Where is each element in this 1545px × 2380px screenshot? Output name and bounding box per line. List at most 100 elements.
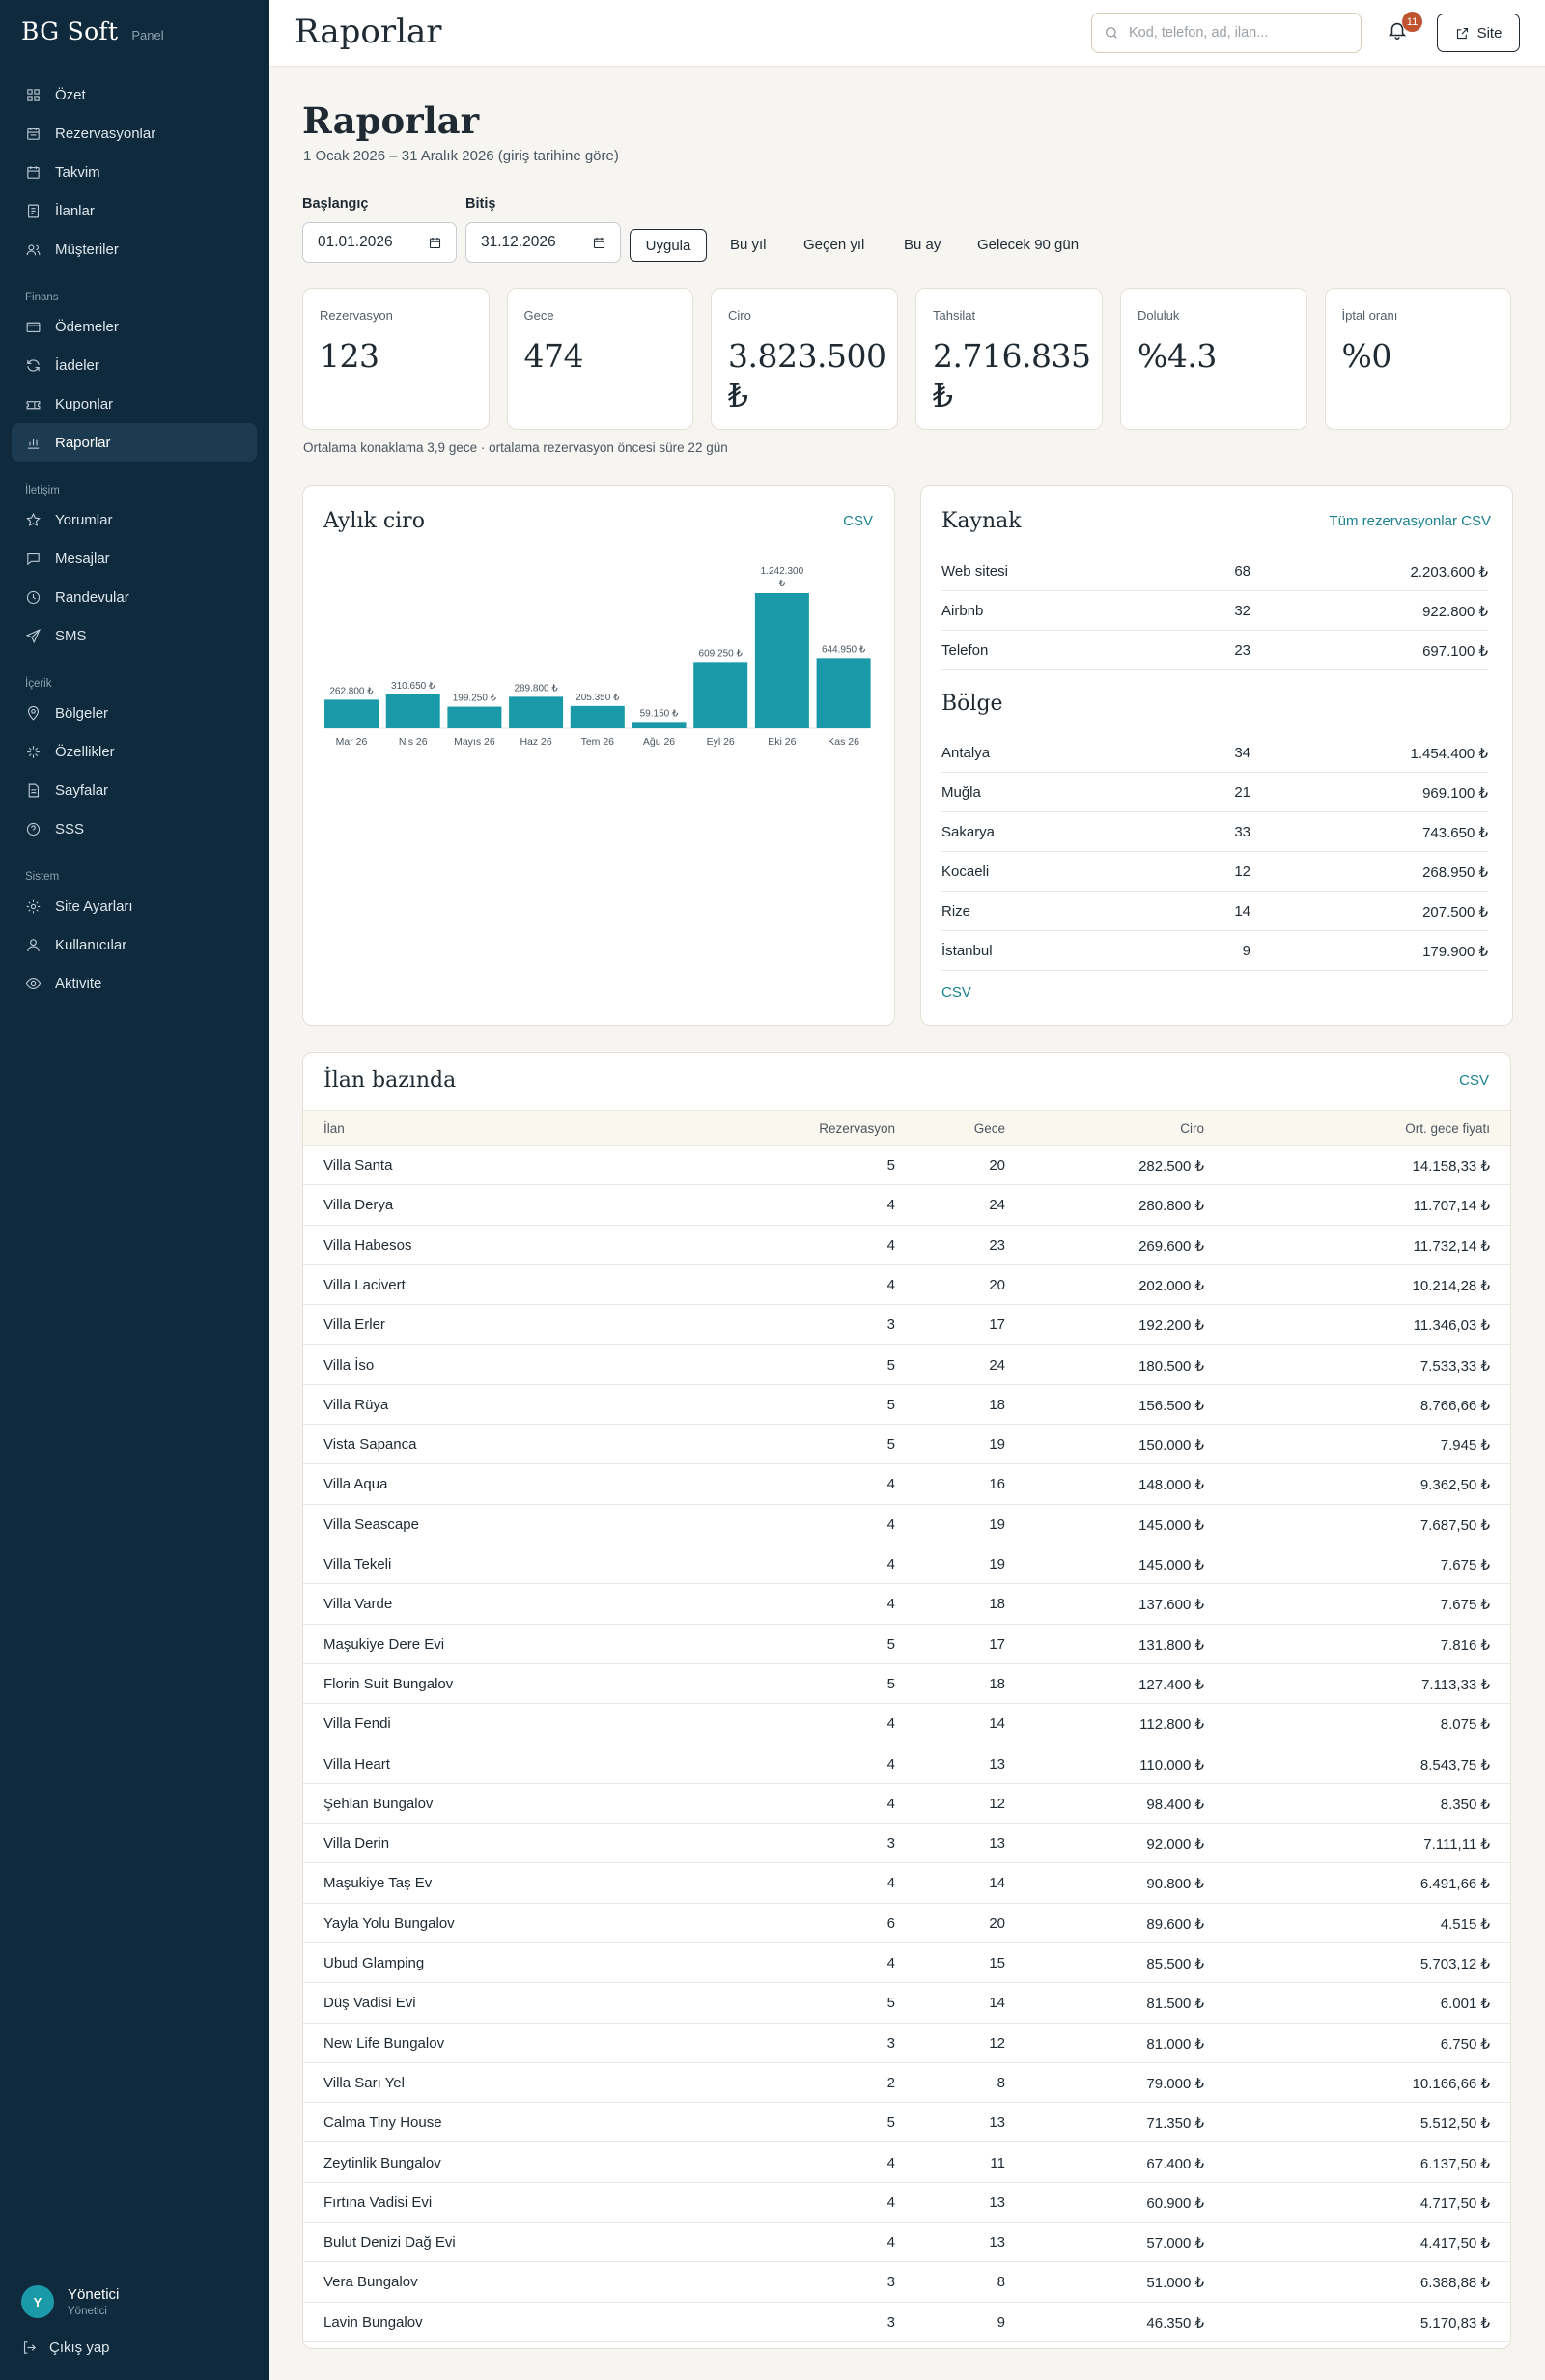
table-row[interactable]: Villa Fendi 4 14 112.800 ₺ 8.075 ₺: [303, 1704, 1510, 1744]
table-row[interactable]: Villa Santa 5 20 282.500 ₺ 14.158,33 ₺: [303, 1146, 1510, 1186]
col-listing[interactable]: İlan: [323, 1121, 345, 1136]
table-row[interactable]: Bulut Denizi Dağ Evi 4 13 57.000 ₺ 4.417,50 …: [303, 2223, 1510, 2263]
table-row[interactable]: Şehlan Bungalov 4 12 98.400 ₺ 8.350 ₺: [303, 1784, 1510, 1825]
chart-bar[interactable]: [324, 699, 379, 728]
sidebar-nav: Özet Rezervasyonlar Takvim İlanlar Müşterile…: [12, 75, 257, 1003]
table-row[interactable]: Düş Vadisi Evi 5 14 81.500 ₺ 6.001 ₺: [303, 1983, 1510, 2024]
sidebar-item-kuponlar[interactable]: Kuponlar: [12, 384, 257, 423]
sidebar-item-mesajlar[interactable]: Mesajlar: [12, 539, 257, 578]
sidebar-item-label: SSS: [55, 820, 85, 837]
chart-bar[interactable]: [754, 593, 809, 728]
table-row[interactable]: Villa Tekeli 4 19 145.000 ₺ 7.675 ₺: [303, 1544, 1510, 1585]
search-box[interactable]: [1091, 13, 1362, 53]
table-row[interactable]: Villa Derin 3 13 92.000 ₺ 7.111,11 ₺: [303, 1824, 1510, 1864]
search-input[interactable]: [1129, 25, 1351, 41]
brand[interactable]: BG Soft Panel: [21, 17, 164, 45]
cell-revenue: 127.400 ₺: [1138, 1676, 1204, 1693]
quick-this-year[interactable]: Bu yıl: [730, 237, 767, 253]
cell-reservations: 4: [886, 1755, 895, 1772]
sidebar-item-raporlar[interactable]: Raporlar: [12, 423, 257, 462]
table-row[interactable]: Villa Rüya 5 18 156.500 ₺ 8.766,66 ₺: [303, 1385, 1510, 1426]
table-row[interactable]: Maşukiye Taş Ev 4 14 90.800 ₺ 6.491,66 ₺: [303, 1863, 1510, 1904]
table-row[interactable]: New Life Bungalov 3 12 81.000 ₺ 6.750 ₺: [303, 2024, 1510, 2063]
chart-category-label: Kas 26: [828, 736, 859, 748]
table-row[interactable]: Yayla Yolu Bungalov 6 20 89.600 ₺ 4.515 ₺: [303, 1904, 1510, 1943]
sidebar-item-site-ayarlari[interactable]: Site Ayarları: [12, 887, 257, 925]
sidebar-item-takvim[interactable]: Takvim: [12, 153, 257, 191]
sidebar-item-kullanicilar[interactable]: Kullanıcılar: [12, 925, 257, 964]
chart-category-label: Mar 26: [336, 736, 368, 748]
quick-next-90-days[interactable]: Gelecek 90 gün: [977, 237, 1080, 253]
table-row[interactable]: Villa Habesos 4 23 269.600 ₺ 11.732,14 ₺: [303, 1226, 1510, 1265]
table-row[interactable]: Villa Erler 3 17 192.200 ₺ 11.346,03 ₺: [303, 1305, 1510, 1346]
sidebar-item-rezervasyonlar[interactable]: Rezervasyonlar: [12, 114, 257, 153]
cell-listing: Villa Tekeli: [323, 1556, 392, 1572]
chart-bar[interactable]: [570, 705, 625, 728]
end-date-input[interactable]: 31.12.2026: [465, 222, 621, 263]
row-count: 23: [1234, 642, 1250, 659]
notifications-button[interactable]: 11: [1387, 12, 1422, 48]
user-block[interactable]: Y Yönetici Yönetici: [21, 2285, 119, 2318]
col-avg-nightly[interactable]: Ort. gece fiyatı: [1405, 1121, 1490, 1136]
cell-reservations: 5: [886, 1436, 895, 1454]
sidebar-item-ozet[interactable]: Özet: [12, 75, 257, 114]
quick-this-month[interactable]: Bu ay: [904, 237, 941, 253]
table-row[interactable]: Villa Seascape 4 19 145.000 ₺ 7.687,50 ₺: [303, 1505, 1510, 1544]
table-row[interactable]: Villa İso 5 24 180.500 ₺ 7.533,33 ₺: [303, 1346, 1510, 1385]
table-row[interactable]: Villa Aqua 4 16 148.000 ₺ 9.362,50 ₺: [303, 1464, 1510, 1505]
chart-bar[interactable]: [816, 658, 871, 728]
sidebar-item-randevular[interactable]: Randevular: [12, 578, 257, 616]
cell-listing: Vera Bungalov: [323, 2274, 418, 2291]
chart-bar[interactable]: [632, 722, 687, 728]
chart-bar[interactable]: [385, 694, 440, 728]
sidebar-item-musteriler[interactable]: Müşteriler: [12, 230, 257, 269]
table-row[interactable]: Lavin Bungalov 3 9 46.350 ₺ 5.170,83 ₺: [303, 2303, 1510, 2342]
table-row[interactable]: Florin Suit Bungalov 5 18 127.400 ₺ 7.113,33…: [303, 1664, 1510, 1705]
col-revenue[interactable]: Ciro: [1180, 1121, 1204, 1136]
table-row[interactable]: Ubud Glamping 4 15 85.500 ₺ 5.703,12 ₺: [303, 1943, 1510, 1984]
logout-button[interactable]: Çıkış yap: [21, 2339, 110, 2356]
site-button[interactable]: Site: [1437, 14, 1520, 52]
sidebar-item-sayfalar[interactable]: Sayfalar: [12, 771, 257, 809]
sidebar-item-ilanlar[interactable]: İlanlar: [12, 191, 257, 230]
table-row[interactable]: Vera Bungalov 3 8 51.000 ₺ 6.388,88 ₺: [303, 2262, 1510, 2303]
sidebar-item-bolgeler[interactable]: Bölgeler: [12, 694, 257, 732]
start-date-input[interactable]: 01.01.2026: [302, 222, 457, 263]
table-row[interactable]: Calma Tiny House 5 13 71.350 ₺ 5.512,50 ₺: [303, 2103, 1510, 2143]
table-row[interactable]: Fırtına Vadisi Evi 4 13 60.900 ₺ 4.717,50 ₺: [303, 2183, 1510, 2224]
sidebar-item-aktivite[interactable]: Aktivite: [12, 964, 257, 1003]
sidebar-item-sms[interactable]: SMS: [12, 616, 257, 655]
table-row[interactable]: Vista Sapanca 5 19 150.000 ₺ 7.945 ₺: [303, 1425, 1510, 1465]
cell-reservations: 4: [886, 1476, 895, 1493]
sidebar-item-sss[interactable]: SSS: [12, 809, 257, 848]
monthly-csv-link[interactable]: CSV: [843, 513, 873, 529]
chart-bar[interactable]: [693, 662, 748, 728]
chart-bar[interactable]: [509, 696, 564, 728]
cell-listing: Villa Derya: [323, 1197, 394, 1214]
col-nights[interactable]: Gece: [973, 1121, 1005, 1136]
region-csv-link[interactable]: CSV: [941, 984, 971, 1001]
table-row[interactable]: Zeytinlik Bungalov 4 11 67.400 ₺ 6.137,50 ₺: [303, 2143, 1510, 2183]
sidebar-item-odemeler[interactable]: Ödemeler: [12, 307, 257, 346]
quick-last-year[interactable]: Geçen yıl: [803, 237, 865, 253]
chart-bar[interactable]: [447, 706, 502, 728]
col-reservations[interactable]: Rezervasyon: [819, 1121, 895, 1136]
sidebar-item-iadeler[interactable]: İadeler: [12, 346, 257, 384]
sidebar-item-ozellikler[interactable]: Özellikler: [12, 732, 257, 771]
all-reservations-csv-link[interactable]: Tüm rezervasyonlar CSV: [1329, 513, 1491, 529]
apply-button[interactable]: Uygula: [630, 229, 707, 262]
table-row[interactable]: Villa Derya 4 24 280.800 ₺ 11.707,14 ₺: [303, 1185, 1510, 1226]
cell-avg-nightly: 4.717,50 ₺: [1419, 2195, 1490, 2212]
table-row[interactable]: Villa Lacivert 4 20 202.000 ₺ 10.214,28 ₺: [303, 1265, 1510, 1306]
table-row[interactable]: Maşukiye Dere Evi 5 17 131.800 ₺ 7.816 ₺: [303, 1625, 1510, 1664]
table-row[interactable]: Villa Varde 4 18 137.600 ₺ 7.675 ₺: [303, 1584, 1510, 1625]
cell-reservations: 4: [886, 1875, 895, 1892]
cell-nights: 13: [989, 2194, 1005, 2211]
table-row[interactable]: Villa Sarı Yel 2 8 79.000 ₺ 10.166,66 ₺: [303, 2063, 1510, 2104]
table-row[interactable]: Villa Heart 4 13 110.000 ₺ 8.543,75 ₺: [303, 1744, 1510, 1784]
sidebar-item-yorumlar[interactable]: Yorumlar: [12, 500, 257, 539]
kpi-card-doluluk: Doluluk %4.3: [1120, 288, 1307, 430]
cell-revenue: 71.350 ₺: [1146, 2115, 1204, 2133]
cell-reservations: 4: [886, 1197, 895, 1214]
listings-csv-link[interactable]: CSV: [1459, 1072, 1489, 1089]
